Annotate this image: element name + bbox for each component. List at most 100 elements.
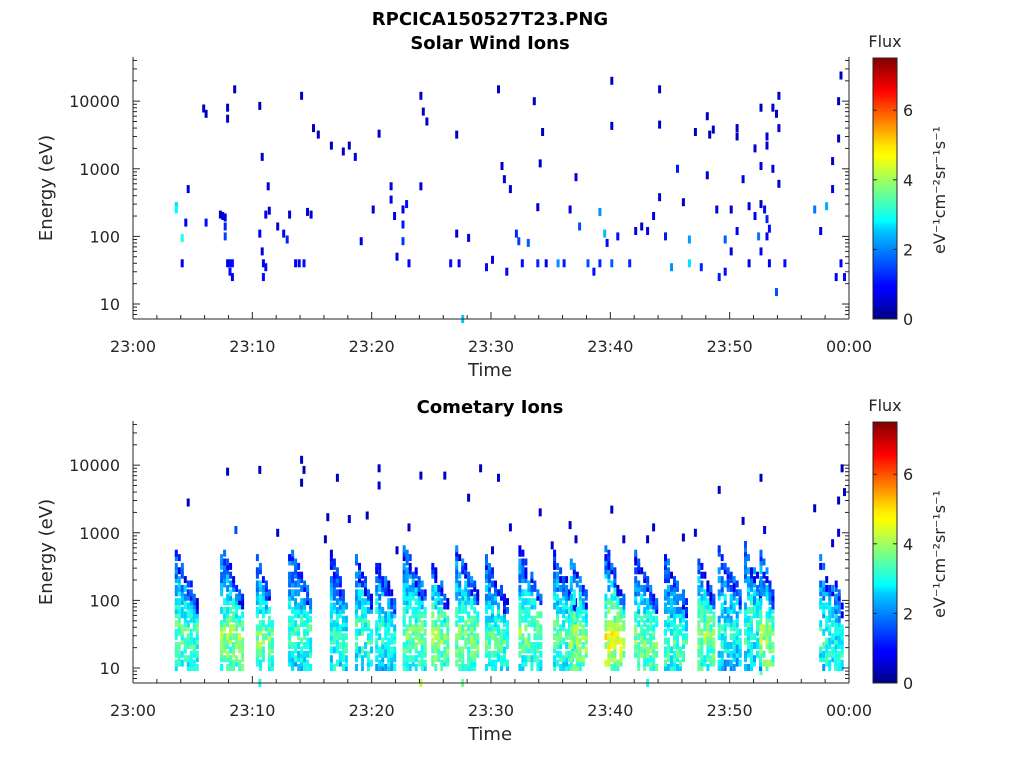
flux-cell <box>622 611 626 619</box>
flux-cell <box>437 646 441 654</box>
flux-cell <box>485 593 488 601</box>
flux-cell <box>750 659 753 667</box>
flux-cell <box>514 229 518 238</box>
flux-cell <box>485 606 488 614</box>
flux-cell <box>640 222 644 231</box>
flux-cell <box>467 659 471 667</box>
flux-cell <box>402 628 406 636</box>
flux-cell <box>434 624 438 632</box>
flux-cell <box>700 562 704 570</box>
flux-cell <box>744 620 747 628</box>
flux-cell <box>732 633 736 641</box>
flux-cell <box>485 642 488 649</box>
flux-cell <box>258 606 262 614</box>
flux-cell <box>431 571 435 579</box>
flux-cell <box>518 545 522 553</box>
flux-cell <box>652 633 656 641</box>
flux-cell <box>673 615 676 623</box>
flux-cell <box>530 571 534 579</box>
flux-cell <box>553 646 557 654</box>
flux-cell <box>622 637 626 645</box>
flux-cell <box>291 615 295 623</box>
flux-cell <box>288 650 292 658</box>
flux-cell <box>419 91 423 100</box>
flux-cell <box>297 633 301 641</box>
flux-cell <box>717 659 721 667</box>
flux-cell <box>712 659 716 667</box>
flux-cell <box>556 611 560 619</box>
flux-cell <box>294 562 298 570</box>
flux-cell <box>613 633 617 641</box>
flux-cell <box>604 558 608 566</box>
flux-cell <box>553 624 557 632</box>
flux-cell <box>393 611 397 619</box>
flux-cell <box>706 655 710 663</box>
flux-cell <box>455 650 459 658</box>
flux-cell <box>402 650 406 658</box>
figure-title: RPCICA150527T23.PNG <box>372 9 608 30</box>
flux-cell <box>837 528 841 537</box>
flux-cell <box>565 576 569 584</box>
flux-cell <box>488 580 491 588</box>
flux-cell <box>303 602 307 610</box>
flux-cell <box>539 650 543 658</box>
flux-cell <box>765 637 769 645</box>
flux-cell <box>401 237 405 246</box>
y-tick-label: 1000 <box>79 524 120 543</box>
flux-cell <box>637 655 641 663</box>
flux-cell <box>467 624 471 632</box>
flux-cell <box>622 606 626 614</box>
flux-cell <box>604 633 608 641</box>
flux-cell <box>255 659 259 667</box>
flux-cell <box>255 642 259 649</box>
flux-cell <box>473 598 477 606</box>
flux-cell <box>440 628 444 636</box>
flux-cell <box>258 580 262 588</box>
flux-cell <box>553 562 557 570</box>
flux-cell <box>405 584 409 592</box>
flux-cell <box>375 655 379 663</box>
flux-cell <box>288 558 292 566</box>
flux-cell <box>309 598 313 606</box>
flux-cell <box>559 642 563 649</box>
flux-cell <box>723 637 727 645</box>
flux-cell <box>819 624 823 632</box>
flux-cell <box>556 598 560 606</box>
flux-cell <box>455 659 459 667</box>
flux-cell <box>425 117 429 126</box>
flux-cell <box>640 646 644 654</box>
flux-cell <box>192 602 196 610</box>
flux-cell <box>408 642 412 649</box>
flux-cell <box>524 611 528 619</box>
flux-cell <box>756 650 759 658</box>
flux-cell <box>414 615 418 623</box>
flux-cell <box>341 598 345 606</box>
flux-cell <box>536 659 540 667</box>
flux-cell <box>226 467 230 476</box>
flux-cell <box>230 259 234 268</box>
flux-cell <box>616 611 620 619</box>
flux-cell <box>732 646 736 654</box>
flux-cell <box>825 646 829 654</box>
flux-cell <box>434 664 438 671</box>
flux-cell <box>260 152 264 161</box>
flux-cell <box>241 624 245 632</box>
flux-cell <box>417 598 421 606</box>
flux-cell <box>431 624 435 632</box>
flux-cell <box>840 602 844 610</box>
flux-cell <box>177 611 181 619</box>
flux-cell <box>518 602 522 610</box>
flux-cell <box>440 584 444 592</box>
flux-cell <box>458 633 462 641</box>
flux-cell <box>768 646 772 654</box>
flux-cell <box>819 650 823 658</box>
flux-cell <box>309 642 313 649</box>
flux-cell <box>390 611 394 619</box>
flux-cell <box>676 642 679 649</box>
flux-cell <box>712 611 716 619</box>
flux-cell <box>530 664 534 671</box>
flux-cell <box>628 259 632 268</box>
flux-cell <box>312 124 315 133</box>
flux-cell <box>488 593 491 601</box>
flux-cell <box>840 659 844 667</box>
